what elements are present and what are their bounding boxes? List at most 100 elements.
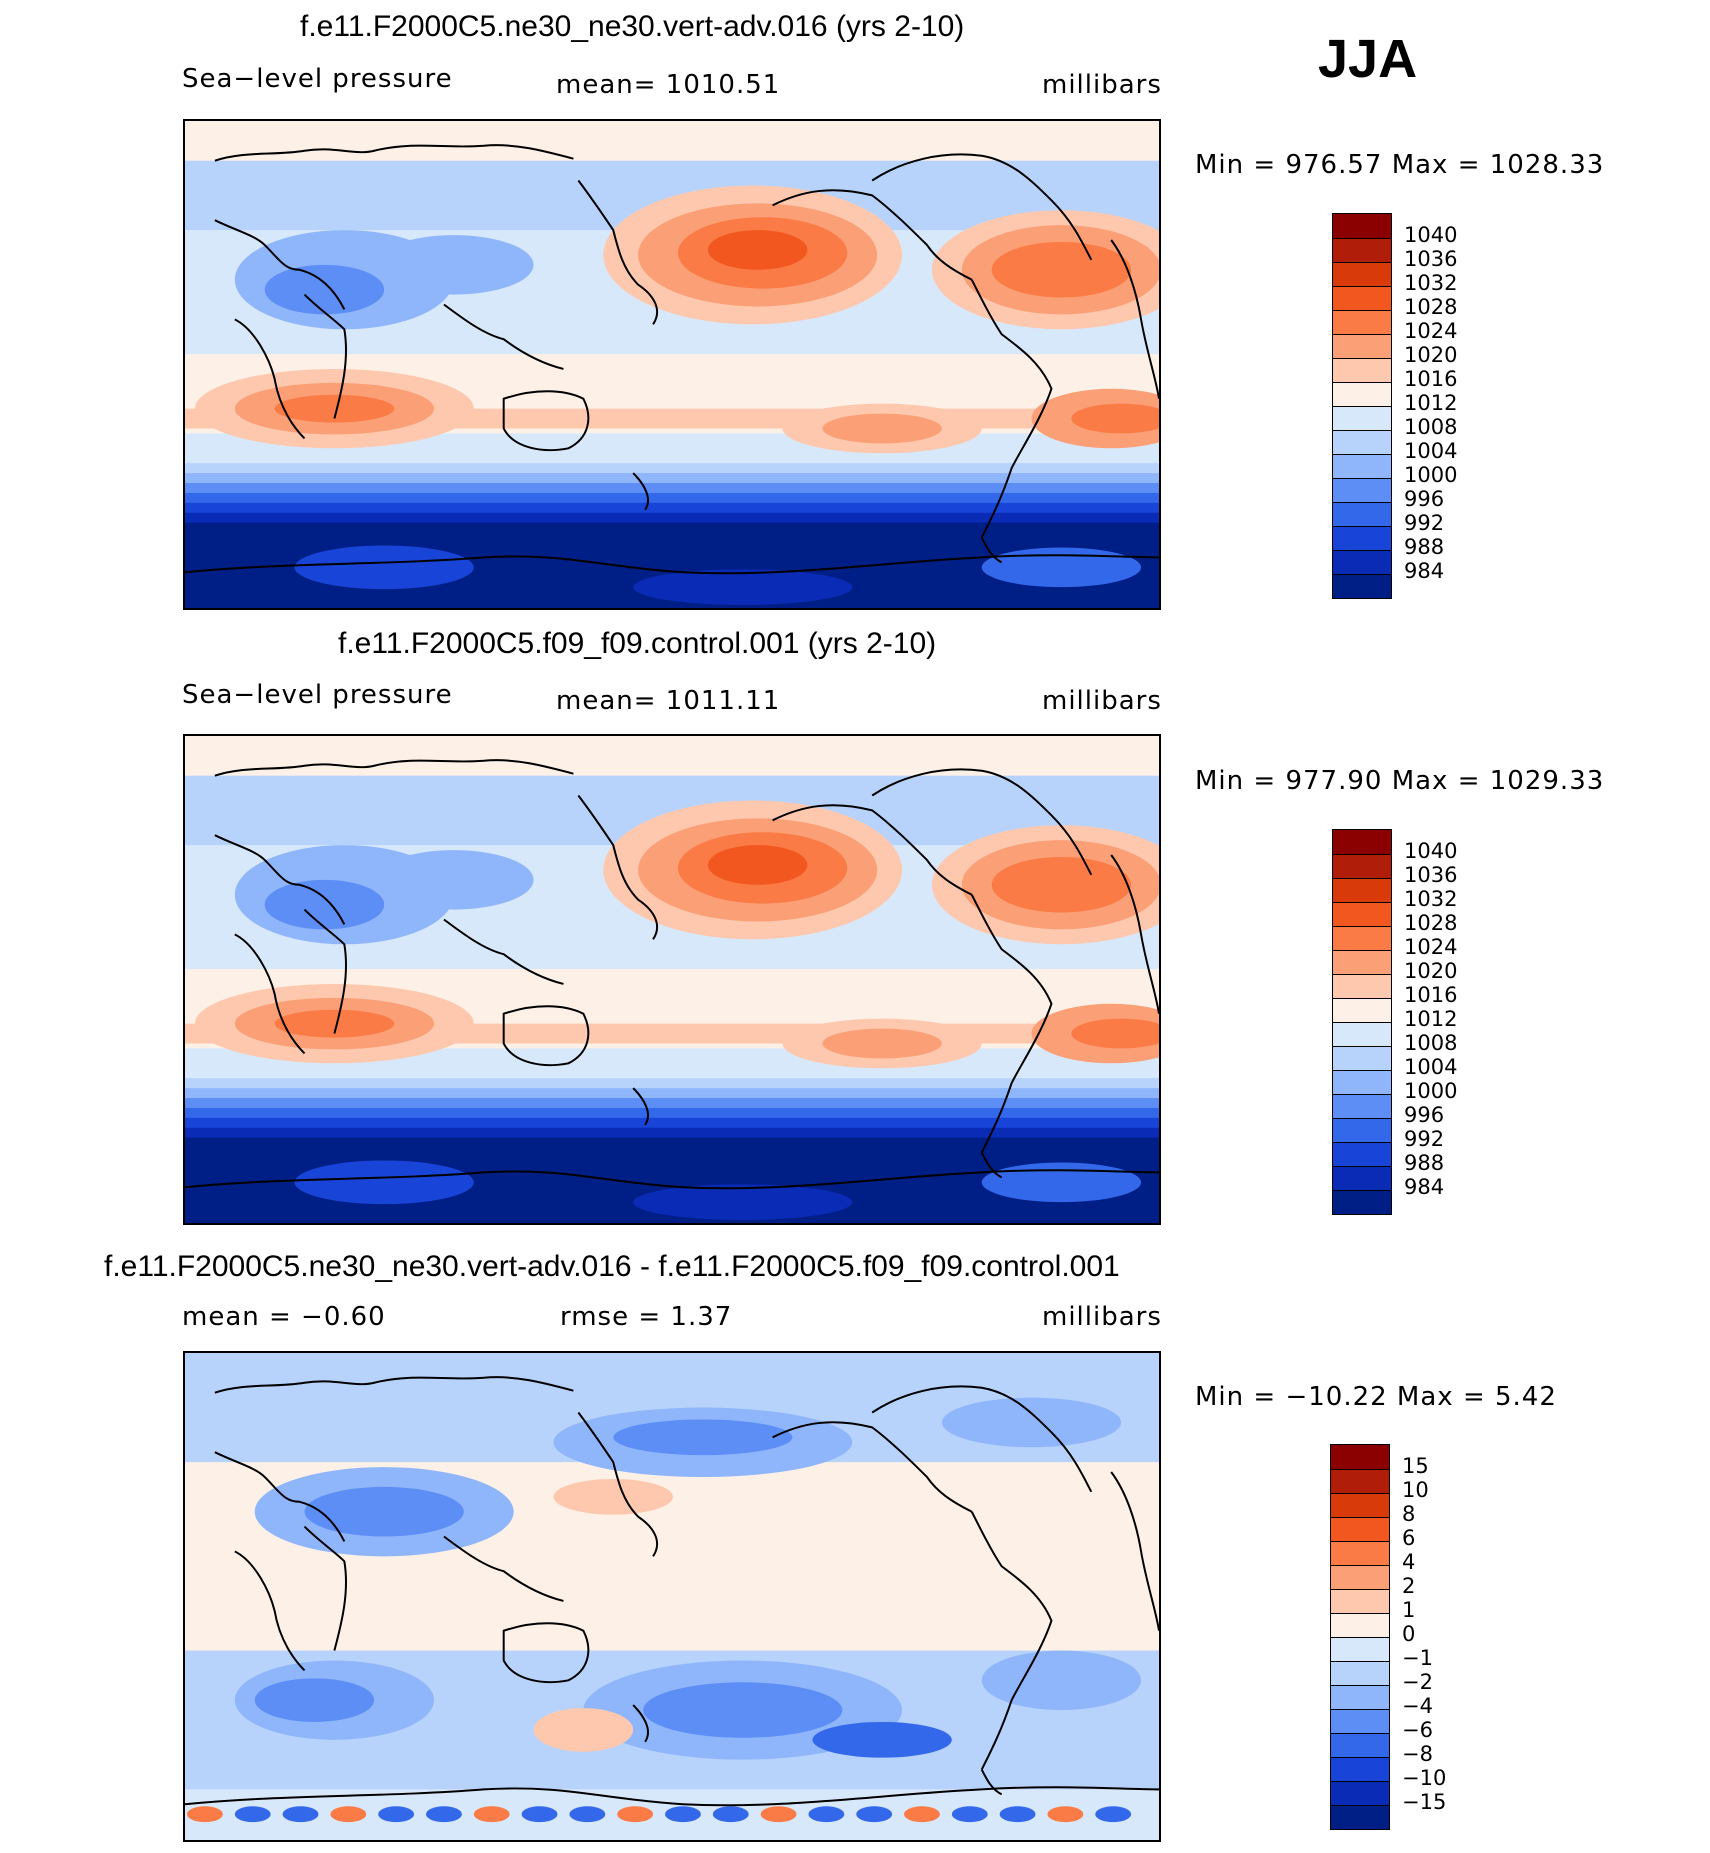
colorbar-tick-label: 1012 (1404, 1007, 1458, 1031)
colorbar-tick-label: −10 (1402, 1766, 1447, 1790)
colorbar-swatch (1333, 1190, 1391, 1214)
colorbar-tick-label: 1004 (1404, 439, 1458, 463)
colorbar-swatch (1333, 502, 1391, 526)
colorbar-tick-label: 10 (1402, 1478, 1429, 1502)
colorbar-swatch (1331, 1805, 1389, 1829)
colorbar-swatch (1333, 214, 1391, 238)
colorbar-swatch (1333, 1046, 1391, 1070)
colorbar-swatch (1331, 1733, 1389, 1757)
colorbar-tick-label: 996 (1404, 487, 1445, 511)
colorbar-swatch (1333, 1166, 1391, 1190)
colorbar-swatch (1333, 310, 1391, 334)
panel-3-mean-label: mean = −0.60 (182, 1302, 386, 1332)
season-label: JJA (1318, 29, 1418, 89)
colorbar-tick-label: 988 (1404, 535, 1445, 559)
colorbar-tick-label: 1028 (1404, 911, 1458, 935)
colorbar-swatch (1331, 1445, 1389, 1469)
colorbar-tick-label: 996 (1404, 1103, 1445, 1127)
colorbar-swatch (1331, 1541, 1389, 1565)
colorbar-swatch (1331, 1613, 1389, 1637)
colorbar-swatch (1331, 1565, 1389, 1589)
panel-2-units-label: millibars (1042, 686, 1162, 716)
colorbar-swatch (1333, 878, 1391, 902)
colorbar-tick-label: 992 (1404, 511, 1445, 535)
colorbar-swatch (1333, 526, 1391, 550)
panel-2-mean-label: mean= 1011.11 (556, 686, 781, 716)
panel-1-title: f.e11.F2000C5.ne30_ne30.vert-adv.016 (yr… (300, 10, 965, 43)
colorbar-swatch (1331, 1637, 1389, 1661)
panel-3-rmse-label: rmse = 1.37 (560, 1302, 733, 1332)
colorbar-swatch (1331, 1757, 1389, 1781)
panel-1-units-label: millibars (1042, 70, 1162, 100)
colorbar-tick-label: 1040 (1404, 839, 1458, 863)
colorbar-swatch (1333, 334, 1391, 358)
colorbar-swatch (1331, 1709, 1389, 1733)
colorbar-tick-label: −4 (1402, 1694, 1433, 1718)
colorbar-tick-label: 15 (1402, 1454, 1429, 1478)
panel-1-map (183, 119, 1161, 610)
colorbar-tick-label: 1024 (1404, 319, 1458, 343)
colorbar-tick-label: 6 (1402, 1526, 1416, 1550)
colorbar-swatch (1333, 286, 1391, 310)
colorbar-tick-label: 1020 (1404, 959, 1458, 983)
colorbar-swatch (1333, 454, 1391, 478)
panel-2-map (183, 734, 1161, 1225)
panel-3-title: f.e11.F2000C5.ne30_ne30.vert-adv.016 - f… (104, 1250, 1120, 1283)
colorbar-tick-label: 1040 (1404, 223, 1458, 247)
colorbar-tick-label: −1 (1402, 1646, 1433, 1670)
colorbar-tick-label: 1036 (1404, 863, 1458, 887)
colorbar-tick-label: 984 (1404, 1175, 1445, 1199)
colorbar-swatch (1333, 478, 1391, 502)
colorbar-swatch (1333, 998, 1391, 1022)
colorbar-swatch (1333, 854, 1391, 878)
colorbar-swatches (1330, 1444, 1390, 1830)
panel-2-minmax: Min = 977.90 Max = 1029.33 (1195, 766, 1605, 796)
colorbar-swatches (1332, 213, 1392, 599)
colorbar-swatch (1331, 1661, 1389, 1685)
colorbar-swatch (1333, 238, 1391, 262)
colorbar-tick-label: 1000 (1404, 1079, 1458, 1103)
colorbar-swatch (1333, 950, 1391, 974)
colorbar-swatch (1333, 830, 1391, 854)
colorbar-tick-label: 1012 (1404, 391, 1458, 415)
panel-3-minmax: Min = −10.22 Max = 5.42 (1195, 1382, 1557, 1412)
colorbar-swatch (1331, 1781, 1389, 1805)
colorbar-tick-label: 0 (1402, 1622, 1416, 1646)
colorbar-tick-label: 1004 (1404, 1055, 1458, 1079)
colorbar-swatch (1333, 358, 1391, 382)
colorbar-tick-label: 1000 (1404, 463, 1458, 487)
colorbar-tick-label: 8 (1402, 1502, 1416, 1526)
panel-1-mean-label: mean= 1010.51 (556, 70, 781, 100)
colorbar-tick-label: 984 (1404, 559, 1445, 583)
colorbar-tick-label: −6 (1402, 1718, 1433, 1742)
colorbar-tick-label: −8 (1402, 1742, 1433, 1766)
colorbar-tick-label: 992 (1404, 1127, 1445, 1151)
colorbar-tick-label: 988 (1404, 1151, 1445, 1175)
colorbar-tick-label: 1016 (1404, 983, 1458, 1007)
colorbar-tick-label: 1008 (1404, 1031, 1458, 1055)
colorbar-tick-label: 1032 (1404, 887, 1458, 911)
colorbar-tick-label: 1 (1402, 1598, 1416, 1622)
colorbar-tick-label: −2 (1402, 1670, 1433, 1694)
colorbar-swatches (1332, 829, 1392, 1215)
colorbar-tick-label: 4 (1402, 1550, 1416, 1574)
panel-1-minmax: Min = 976.57 Max = 1028.33 (1195, 150, 1605, 180)
colorbar-swatch (1331, 1469, 1389, 1493)
panel-3-units-label: millibars (1042, 1302, 1162, 1332)
colorbar-swatch (1333, 1142, 1391, 1166)
colorbar-swatch (1333, 1094, 1391, 1118)
colorbar-tick-label: 1032 (1404, 271, 1458, 295)
colorbar-swatch (1333, 406, 1391, 430)
colorbar-tick-label: 2 (1402, 1574, 1416, 1598)
panel-1-variable-label: Sea−level pressure (182, 64, 453, 94)
colorbar-swatch (1333, 1022, 1391, 1046)
colorbar-swatch (1331, 1517, 1389, 1541)
colorbar-swatch (1331, 1493, 1389, 1517)
colorbar-swatch (1331, 1589, 1389, 1613)
colorbar-tick-label: 1036 (1404, 247, 1458, 271)
colorbar-swatch (1331, 1685, 1389, 1709)
colorbar-swatch (1333, 430, 1391, 454)
colorbar-tick-label: 1008 (1404, 415, 1458, 439)
colorbar-swatch (1333, 262, 1391, 286)
colorbar-tick-label: 1016 (1404, 367, 1458, 391)
